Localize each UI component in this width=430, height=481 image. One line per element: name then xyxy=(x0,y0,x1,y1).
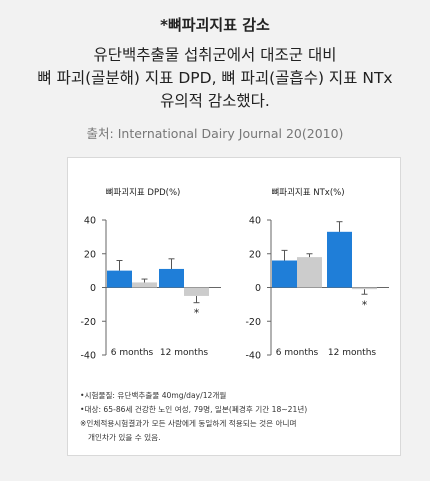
x-category-label: 12 months xyxy=(328,348,377,358)
note-subjects: •대상: 65-86세 건강한 노인 여성, 79명, 일본(폐경후 기간 18… xyxy=(80,405,308,414)
y-tick-label: 20 xyxy=(84,249,96,260)
note-disclaimer: ※인체적용시험결과가 모든 사람에게 동일하게 적용되는 것은 아니며 xyxy=(80,419,297,428)
x-category-label: 6 months xyxy=(276,348,319,358)
bar xyxy=(107,270,132,288)
summary: 유단백추출물 섭취군에서 대조군 대비 뼈 파괴(골분해) 지표 DPD, 뼈 … xyxy=(0,44,430,113)
y-tick-label: 0 xyxy=(90,283,96,294)
bar xyxy=(327,231,352,288)
bar xyxy=(132,282,157,288)
y-tick-label: -20 xyxy=(245,317,261,328)
bar xyxy=(159,268,184,288)
bar xyxy=(297,257,322,288)
note-disclaimer-cont: 개인차가 있을 수 있음. xyxy=(88,433,161,442)
significance-mark: * xyxy=(362,298,368,311)
bar xyxy=(184,287,209,296)
chart-card: 뼈파괴지표 DPD(%) 40 20 0 -20 -40 6 months 12 months… xyxy=(67,157,401,456)
page-title: *뼈파괴지표 감소 xyxy=(160,16,270,34)
y-tick-label: 0 xyxy=(255,283,261,294)
significance-mark: * xyxy=(194,307,200,320)
chart-title: 뼈파괴지표 NTx(%) xyxy=(271,187,344,198)
y-tick-label: -40 xyxy=(245,351,261,362)
x-category-label: 6 months xyxy=(111,348,154,358)
y-tick-label: -20 xyxy=(80,317,96,328)
chart-area: 뼈파괴지표 DPD(%) 40 20 0 -20 -40 6 months 12 months… xyxy=(80,187,389,362)
note-test-material: •시험물질: 유단백추출물 40mg/day/12개월 xyxy=(80,391,227,400)
bar xyxy=(272,260,297,288)
bar xyxy=(352,287,377,290)
study-notes: •시험물질: 유단백추출물 40mg/day/12개월 •대상: 65-86세 … xyxy=(80,389,392,445)
y-tick-label: 40 xyxy=(249,216,261,227)
y-tick-label: 40 xyxy=(84,216,96,227)
summary-line-3: 유의적 감소했다. xyxy=(160,92,270,110)
y-tick-label: 20 xyxy=(249,249,261,260)
summary-line-1: 유단백추출물 섭취군에서 대조군 대비 xyxy=(93,46,337,64)
chart-title: 뼈파괴지표 DPD(%) xyxy=(106,187,181,198)
y-tick-label: -40 xyxy=(80,351,96,362)
x-category-label: 12 months xyxy=(160,348,209,358)
source-citation: 출처: International Dairy Journal 20(2010) xyxy=(86,126,344,141)
summary-line-2: 뼈 파괴(골분해) 지표 DPD, 뼈 파괴(골흡수) 지표 NTx xyxy=(37,69,393,87)
